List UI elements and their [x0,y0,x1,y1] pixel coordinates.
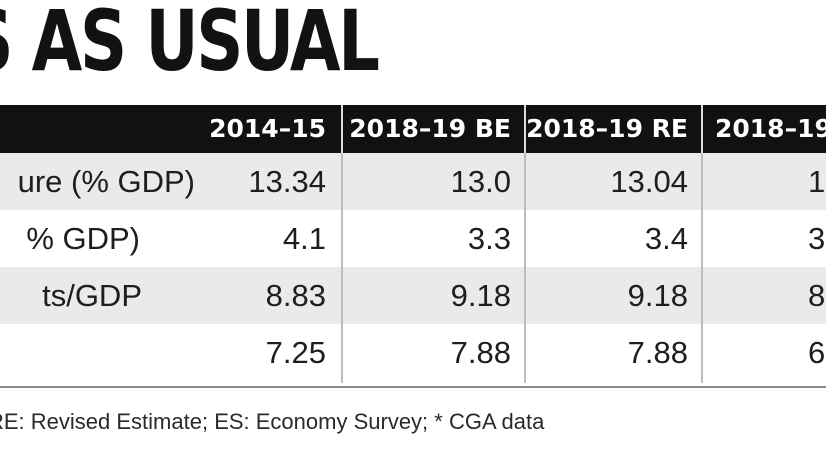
column-divider [341,153,343,383]
bottom-rule [0,386,826,388]
column-header-2018-19-es: 2018–19 [715,114,826,143]
cell-value: 1 [808,164,826,199]
cell-value: 8 [808,278,826,313]
row-label: ts/GDP [42,278,142,313]
cell-value: 8.83 [265,278,326,313]
row-label: % GDP) [26,221,140,256]
header-divider [341,105,343,153]
data-table: 2014–15 2018–19 BE 2018–19 RE 2018–19 ur… [0,105,826,383]
row-label: ure (% GDP) [17,164,195,199]
cell-value: 4.1 [282,221,326,256]
column-header-2018-19-be: 2018–19 BE [349,114,511,143]
headline-text: ESS AS USUAL [0,0,380,90]
header-divider [701,105,703,153]
cell-value: 9.18 [450,278,511,313]
cell-value: 3.3 [467,221,511,256]
cell-value: 7.25 [265,335,326,370]
footnote-text: RE: Revised Estimate; ES: Economy Survey… [0,409,545,434]
cell-value: 7.88 [450,335,511,370]
column-header-2018-19-re: 2018–19 RE [526,114,688,143]
table-row: ure (% GDP) 13.34 13.0 13.04 1 [0,153,826,210]
cell-value: 3 [808,221,826,256]
header-divider [524,105,526,153]
column-divider [701,153,703,383]
cell-value: 13.04 [610,164,688,199]
table-row: ts/GDP 8.83 9.18 9.18 8 [0,267,826,324]
table-header: 2014–15 2018–19 BE 2018–19 RE 2018–19 [0,105,826,153]
headline: ESS AS USUAL [0,0,826,100]
cell-value: 3.4 [644,221,688,256]
cell-value: 13.0 [450,164,511,199]
table-row: 7.25 7.88 7.88 6 [0,324,826,381]
cell-value: 9.18 [627,278,688,313]
table-row: % GDP) 4.1 3.3 3.4 3 [0,210,826,267]
cell-value: 6 [808,335,826,370]
row-label [0,324,195,381]
cell-value: 13.34 [248,164,326,199]
column-header-2014-15: 2014–15 [209,114,326,143]
footnote: RE: Revised Estimate; ES: Economy Survey… [0,405,826,441]
column-divider [524,153,526,383]
cell-value: 7.88 [627,335,688,370]
